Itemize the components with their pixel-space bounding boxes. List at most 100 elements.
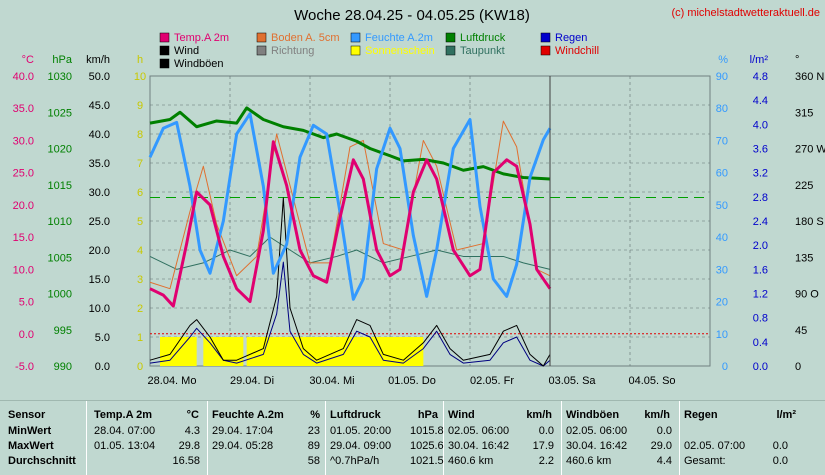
- axis-tick: 180 S: [795, 216, 824, 228]
- axis-tick: 45.0: [89, 100, 110, 112]
- table-value: 29.8: [178, 440, 200, 452]
- table-header: °C: [186, 409, 199, 421]
- axis-unit: °C: [22, 54, 34, 66]
- axis-tick: 90: [716, 71, 728, 83]
- axis-tick: 4.0: [753, 119, 768, 131]
- x-axis-label: 02.05. Fr: [470, 375, 514, 387]
- axis-tick: 0.4: [753, 337, 768, 349]
- table-header: hPa: [417, 409, 438, 421]
- axis-tick: 2.0: [753, 240, 768, 252]
- legend-label: Richtung: [271, 45, 314, 57]
- axis-tick: 40.0: [13, 71, 34, 83]
- axis-tick: 10: [134, 71, 146, 83]
- legend-label: Sonnenschein: [365, 45, 435, 57]
- axis-tick: 4.4: [753, 95, 768, 107]
- legend-swatch: [256, 45, 267, 56]
- axis-tick: 50: [716, 200, 728, 212]
- axis-tick: 10.0: [13, 264, 34, 276]
- chart-title: Woche 28.04.25 - 04.05.25 (KW18): [294, 7, 530, 24]
- legend-swatch: [256, 32, 267, 43]
- legend-label: Windböen: [174, 58, 224, 70]
- axis-tick: 40.0: [89, 129, 110, 141]
- axis-tick: 0: [137, 361, 143, 373]
- axis-tick: 135: [795, 252, 813, 264]
- axis-tick: 315: [795, 107, 813, 119]
- axis-tick: 45: [795, 325, 807, 337]
- axis-tick: 1025: [48, 107, 72, 119]
- axis-tick: 70: [716, 135, 728, 147]
- axis-tick: 60: [716, 168, 728, 180]
- axis-tick: 1.2: [753, 289, 768, 301]
- table-value: 1021.5: [410, 455, 444, 467]
- copyright: (c) michelstadtwetteraktuell.de: [671, 7, 820, 19]
- pressure-line: [149, 106, 551, 181]
- axis-tick: 10.0: [89, 303, 110, 315]
- legend-swatch: [350, 32, 361, 43]
- axis-tick: 50.0: [89, 71, 110, 83]
- axis-tick: 1: [137, 332, 143, 344]
- table-header: l/m²: [776, 409, 796, 421]
- wind-line: [149, 261, 551, 367]
- axis-tick: 0.0: [753, 361, 768, 373]
- axis-tick: 0.0: [95, 361, 110, 373]
- legend-swatch: [159, 58, 170, 69]
- sunshine-bar: [376, 337, 424, 366]
- axis-tick: 10: [716, 329, 728, 341]
- x-axis-label: 30.04. Mi: [309, 375, 354, 387]
- table-value: 4.3: [184, 425, 200, 437]
- legend-swatch: [350, 45, 361, 56]
- weather-chart: Woche 28.04.25 - 04.05.25 (KW18) (c) mic…: [13, 7, 825, 387]
- table-header: Wind: [448, 409, 475, 421]
- sunshine-bar: [290, 337, 337, 366]
- sunshine-bar: [333, 337, 384, 366]
- axis-tick: 15.0: [13, 232, 34, 244]
- axis-tick: 30.0: [89, 187, 110, 199]
- axis-tick: 2.4: [753, 216, 768, 228]
- axis-tick: 20: [716, 297, 728, 309]
- table-header: Regen: [684, 409, 718, 421]
- table-cell: 30.04. 16:42: [566, 440, 628, 452]
- legend-swatch: [540, 45, 551, 56]
- table-cell: 02.05. 06:00: [448, 425, 510, 437]
- table-value: 23: [307, 425, 320, 437]
- table-cell: 30.04. 16:42: [448, 440, 510, 452]
- axis-unit: l/m²: [750, 54, 769, 66]
- axis-tick: 25.0: [13, 168, 34, 180]
- axis-tick: 8: [137, 129, 143, 141]
- table-value: 2.2: [538, 455, 554, 467]
- axis-unit: km/h: [86, 54, 110, 66]
- table-cell: 02.05. 06:00: [566, 425, 628, 437]
- axis-tick: 5: [137, 216, 143, 228]
- table-cell: 28.04. 07:00: [94, 425, 156, 437]
- axis-tick: 360 N: [795, 71, 824, 83]
- table-value: 29.0: [650, 440, 672, 452]
- axis-tick: 80: [716, 103, 728, 115]
- axis-unit: hPa: [52, 54, 72, 66]
- legend-swatch: [540, 32, 551, 43]
- legend-label: Boden A. 5cm: [271, 32, 340, 44]
- axis-tick: 3: [137, 274, 143, 286]
- table-cell: Gesamt:: [684, 455, 726, 467]
- legend-swatch: [159, 45, 170, 56]
- table-row-label: MinWert: [8, 425, 52, 437]
- axis-tick: 3.2: [753, 168, 768, 180]
- summary-table: Sensor Temp.A 2m °C Feuchte A.2m% Luftdruck h…: [0, 400, 825, 475]
- axis-tick: 40: [716, 232, 728, 244]
- axis-tick: 0: [722, 361, 728, 373]
- axis-tick: 35.0: [13, 103, 34, 115]
- axis-tick: 15.0: [89, 274, 110, 286]
- table-header: Luftdruck: [330, 409, 381, 421]
- legend-swatch: [159, 32, 170, 43]
- legend-label: Temp.A 2m: [174, 32, 229, 44]
- legend-label: Luftdruck: [460, 32, 506, 44]
- table-value: 0.0: [772, 440, 788, 452]
- axis-tick: 7: [137, 158, 143, 170]
- sunshine-bar: [160, 337, 197, 366]
- humidity-line: [148, 112, 552, 301]
- axis-tick: 2.8: [753, 192, 768, 204]
- table-cell: 29.04. 05:28: [212, 440, 274, 452]
- axis-tick: 0.8: [753, 313, 768, 325]
- table-value: 17.9: [532, 440, 554, 452]
- axis-tick: 20.0: [89, 245, 110, 257]
- axis-tick: 4: [137, 245, 143, 257]
